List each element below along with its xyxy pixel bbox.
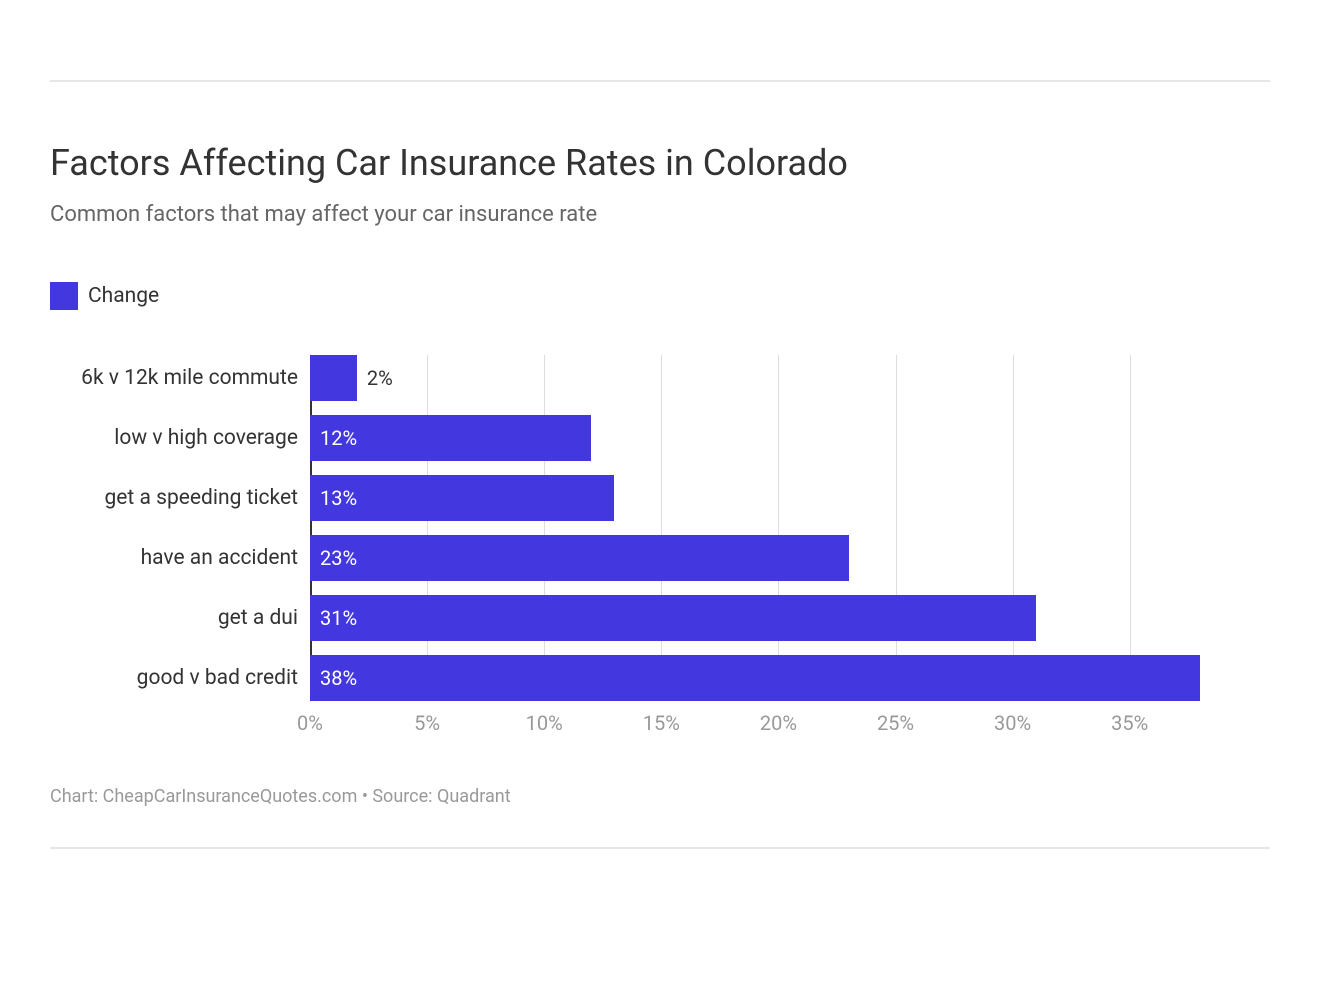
bar-category-label: get a speeding ticket <box>50 486 310 510</box>
bar-value-label: 38% <box>310 666 357 690</box>
x-axis-tick-label: 5% <box>414 711 440 735</box>
bar-value-label: 23% <box>310 546 357 570</box>
x-axis-tick-label: 35% <box>1111 711 1148 735</box>
divider-top <box>50 80 1270 82</box>
legend-label: Change <box>88 284 159 308</box>
bar-track: 23% <box>310 535 1200 581</box>
gridline <box>896 355 897 701</box>
gridlines <box>310 355 1200 701</box>
chart-subtitle: Common factors that may affect your car … <box>50 202 1270 227</box>
bar-row: 6k v 12k mile commute 2% <box>50 355 1200 401</box>
gridline <box>778 355 779 701</box>
x-axis-tick-label: 20% <box>760 711 797 735</box>
bar: 13% <box>310 475 614 521</box>
gridline <box>427 355 428 701</box>
bar-category-label: get a dui <box>50 606 310 630</box>
source-line: Chart: CheapCarInsuranceQuotes.com • Sou… <box>50 786 1270 807</box>
bars-region: 6k v 12k mile commute 2% low v high covera… <box>50 355 1200 701</box>
gridline <box>1130 355 1131 701</box>
x-axis-tick-label: 15% <box>643 711 680 735</box>
bar-category-label: low v high coverage <box>50 426 310 450</box>
bar-category-label: good v bad credit <box>50 666 310 690</box>
bar-row: have an accident23% <box>50 535 1200 581</box>
x-axis-tick-label: 25% <box>877 711 914 735</box>
divider-bottom <box>50 847 1270 849</box>
x-axis-tick-label: 10% <box>526 711 563 735</box>
bar-track: 13% <box>310 475 1200 521</box>
bar <box>310 355 357 401</box>
x-axis-tick-label: 0% <box>297 711 323 735</box>
bar: 23% <box>310 535 849 581</box>
gridline <box>661 355 662 701</box>
bar-track: 38% <box>310 655 1200 701</box>
bar-value-label: 2% <box>357 366 393 390</box>
gridline <box>544 355 545 701</box>
x-axis: 0%5%10%15%20%25%30%35% <box>310 701 1200 741</box>
y-axis-baseline <box>310 355 312 701</box>
bar-row: good v bad credit38% <box>50 655 1200 701</box>
bar-category-label: have an accident <box>50 546 310 570</box>
gridline <box>1013 355 1014 701</box>
bar-value-label: 13% <box>310 486 357 510</box>
legend: Change <box>50 282 1270 310</box>
bar-value-label: 31% <box>310 606 357 630</box>
bar: 38% <box>310 655 1200 701</box>
bar-row: get a speeding ticket13% <box>50 475 1200 521</box>
bar-row: get a dui31% <box>50 595 1200 641</box>
bar-row: low v high coverage12% <box>50 415 1200 461</box>
bar-category-label: 6k v 12k mile commute <box>50 366 310 390</box>
bar: 12% <box>310 415 591 461</box>
chart-area: 6k v 12k mile commute 2% low v high covera… <box>50 355 1200 741</box>
x-axis-tick-label: 30% <box>994 711 1031 735</box>
bar-track: 2% <box>310 355 1200 401</box>
bar-value-label: 12% <box>310 426 357 450</box>
chart-title: Factors Affecting Car Insurance Rates in… <box>50 142 1270 184</box>
legend-swatch <box>50 282 78 310</box>
bar-track: 31% <box>310 595 1200 641</box>
bar-track: 12% <box>310 415 1200 461</box>
page-container: Factors Affecting Car Insurance Rates in… <box>0 0 1320 990</box>
bar: 31% <box>310 595 1036 641</box>
